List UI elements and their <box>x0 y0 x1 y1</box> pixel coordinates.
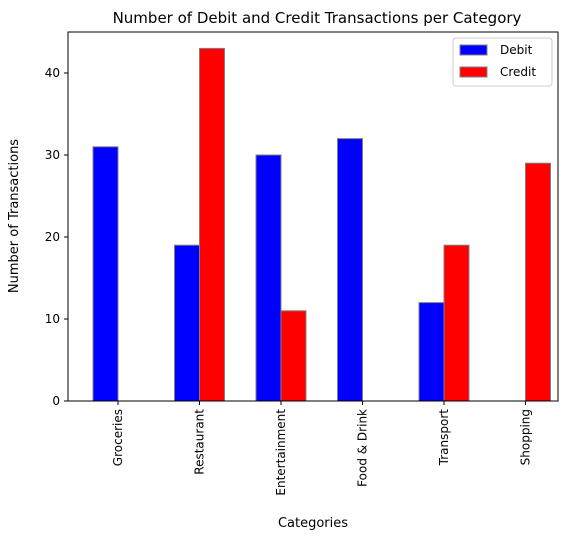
x-tick-label: Groceries <box>111 409 125 466</box>
y-tick-label: 10 <box>45 312 60 326</box>
bar-credit-5 <box>525 162 551 402</box>
x-axis-label: Categories <box>278 516 348 531</box>
bar-debit-0 <box>92 146 119 402</box>
y-tick-label: 30 <box>45 148 60 162</box>
legend-label-credit: Credit <box>500 65 536 79</box>
legend: Debit Credit <box>452 37 553 87</box>
x-tick-label: Restaurant <box>193 409 207 475</box>
y-tick-label: 40 <box>45 66 60 80</box>
legend-swatch-debit <box>459 44 488 56</box>
x-axis: Groceries Restaurant Entertainment Food & D… <box>111 401 533 496</box>
x-tick-label: Transport <box>437 409 451 467</box>
bar-credit-4 <box>443 244 470 402</box>
bar-credit-1 <box>199 47 225 402</box>
plot-frame <box>67 31 559 402</box>
y-tick-label: 0 <box>52 394 60 408</box>
bar-credit-2 <box>280 310 307 402</box>
y-axis: 0 10 20 30 40 <box>45 66 68 408</box>
bar-debit-1 <box>174 244 200 402</box>
x-tick-label: Entertainment <box>274 409 288 496</box>
bar-debit-2 <box>255 154 282 402</box>
bars-group <box>92 47 551 402</box>
y-axis-label: Number of Transactions <box>7 139 22 293</box>
bar-debit-3 <box>337 138 363 402</box>
y-tick-label: 20 <box>45 230 60 244</box>
x-tick-label: Food & Drink <box>356 409 370 487</box>
x-tick-label: Shopping <box>519 409 533 465</box>
chart-title: Number of Debit and Credit Transactions … <box>113 9 522 27</box>
legend-label-debit: Debit <box>500 43 533 57</box>
legend-swatch-credit <box>459 66 488 78</box>
bar-debit-4 <box>418 302 445 402</box>
